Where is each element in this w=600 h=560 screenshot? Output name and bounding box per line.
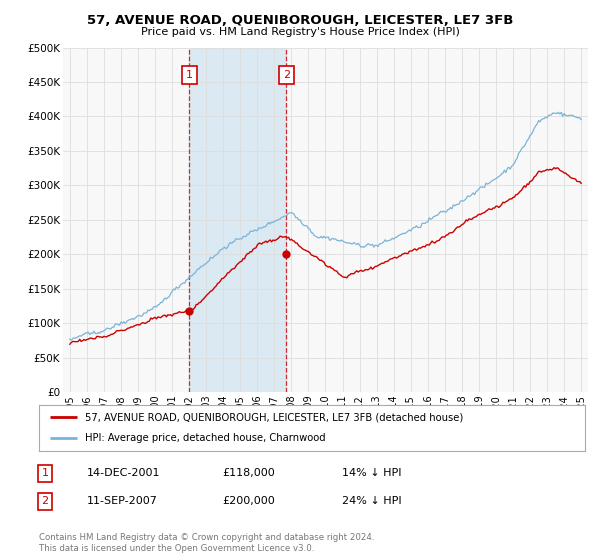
Text: 1: 1 xyxy=(41,468,49,478)
Text: 2: 2 xyxy=(41,496,49,506)
Bar xyxy=(189,48,286,392)
Text: 2: 2 xyxy=(283,70,290,80)
Text: 57, AVENUE ROAD, QUENIBOROUGH, LEICESTER, LE7 3FB: 57, AVENUE ROAD, QUENIBOROUGH, LEICESTER… xyxy=(87,14,513,27)
Text: 14-DEC-2001: 14-DEC-2001 xyxy=(87,468,161,478)
Text: 1: 1 xyxy=(185,70,193,80)
Text: HPI: Average price, detached house, Charnwood: HPI: Average price, detached house, Char… xyxy=(85,433,326,444)
Text: £118,000: £118,000 xyxy=(222,468,275,478)
Text: Contains HM Land Registry data © Crown copyright and database right 2024.
This d: Contains HM Land Registry data © Crown c… xyxy=(39,533,374,553)
Text: 14% ↓ HPI: 14% ↓ HPI xyxy=(342,468,401,478)
Text: 11-SEP-2007: 11-SEP-2007 xyxy=(87,496,158,506)
Text: £200,000: £200,000 xyxy=(222,496,275,506)
Text: 24% ↓ HPI: 24% ↓ HPI xyxy=(342,496,401,506)
Text: Price paid vs. HM Land Registry's House Price Index (HPI): Price paid vs. HM Land Registry's House … xyxy=(140,27,460,37)
Text: 57, AVENUE ROAD, QUENIBOROUGH, LEICESTER, LE7 3FB (detached house): 57, AVENUE ROAD, QUENIBOROUGH, LEICESTER… xyxy=(85,412,464,422)
